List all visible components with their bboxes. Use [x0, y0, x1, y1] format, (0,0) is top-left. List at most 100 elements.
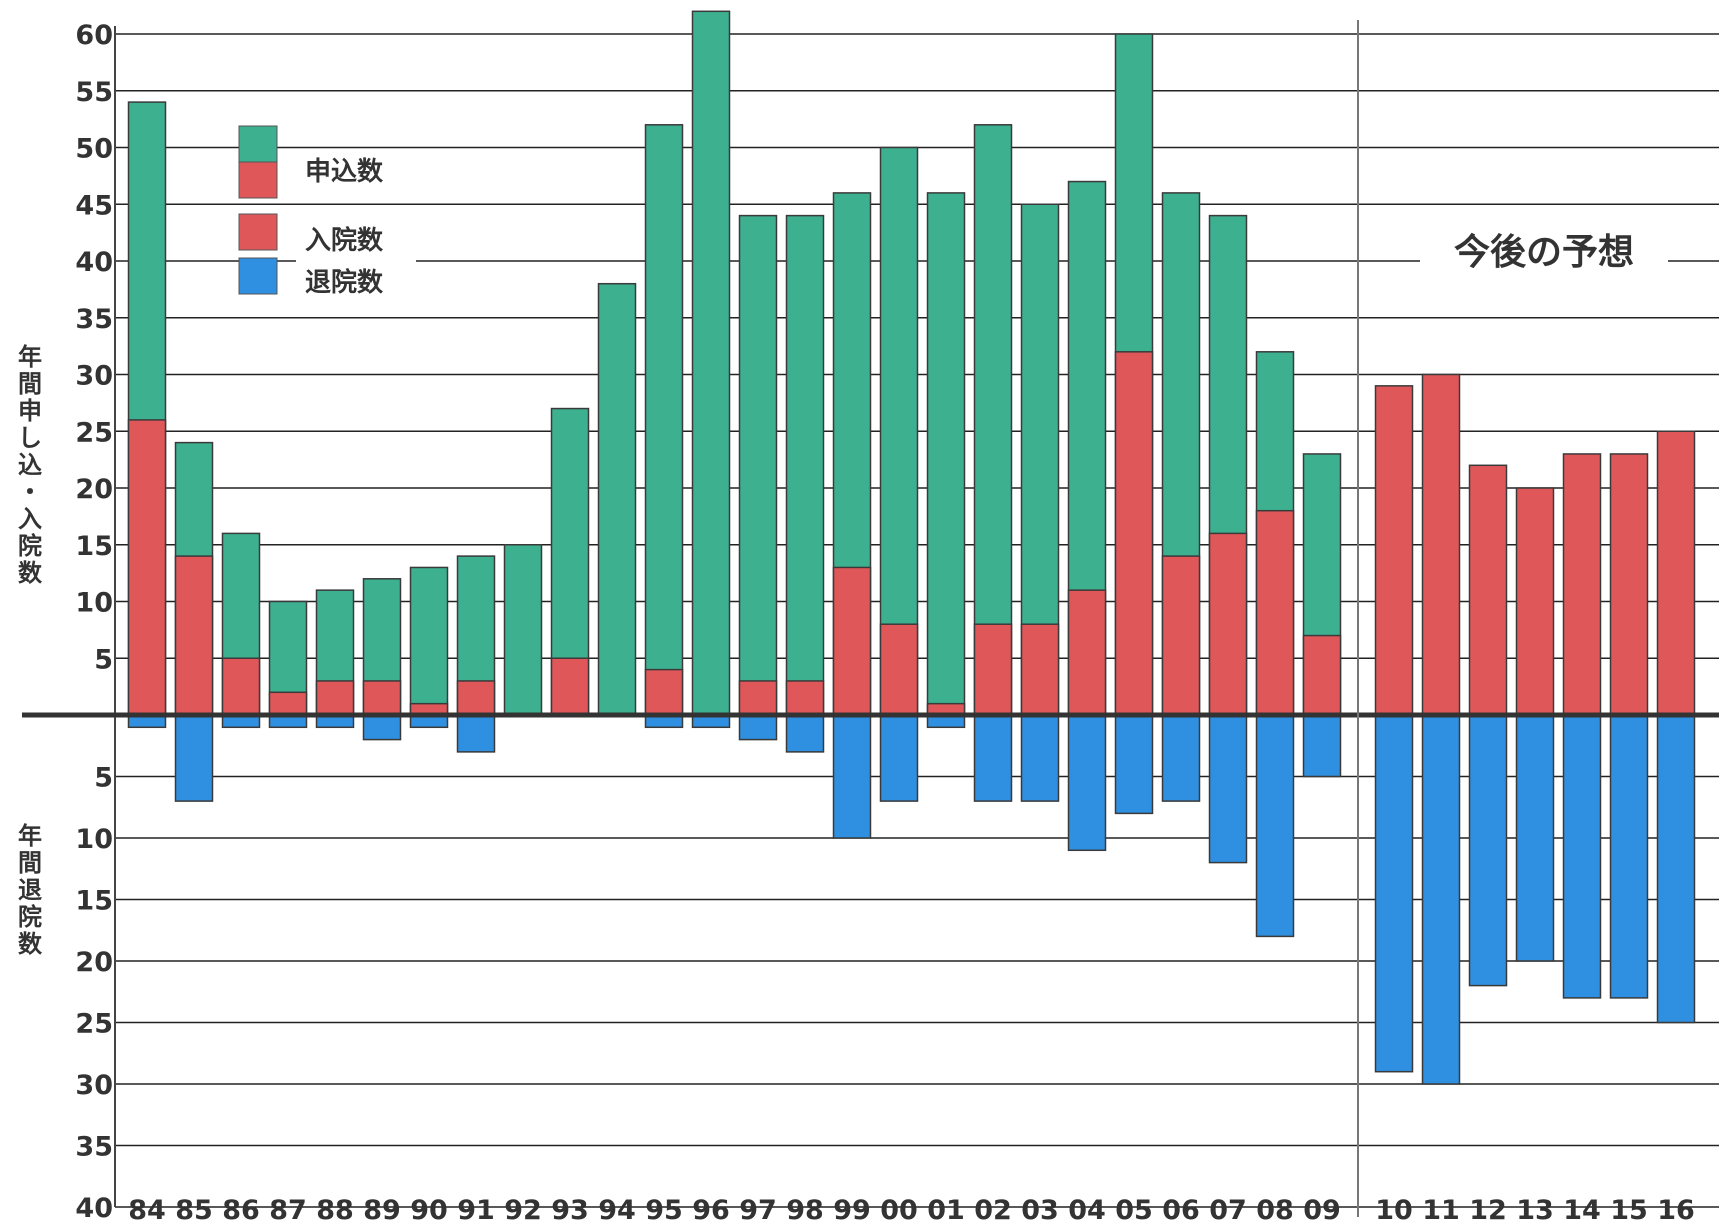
- x-tick-label: 15: [1610, 1195, 1648, 1223]
- bar-discharges-05: [1114, 714, 1154, 815]
- bar-applications-94: [597, 282, 637, 716]
- bar-discharges-89: [362, 714, 402, 741]
- bar-admissions-95: [644, 668, 684, 716]
- x-tick-label: 11: [1422, 1195, 1460, 1223]
- x-tick-label: 02: [974, 1195, 1012, 1223]
- bar-applications-01: [926, 192, 966, 716]
- y-tick-lower: 15: [75, 886, 113, 917]
- x-tick-label: 99: [833, 1195, 871, 1223]
- bar-admissions-87: [268, 691, 308, 716]
- x-tick-label: 95: [645, 1195, 683, 1223]
- y-axis-label-char: 入: [18, 505, 42, 533]
- x-tick-label: 87: [269, 1195, 307, 1223]
- x-tick-label: 92: [504, 1195, 542, 1223]
- bar-discharges-11: [1421, 714, 1461, 1085]
- legend-label-admissions: 入院数: [305, 225, 384, 256]
- bar-admissions-89: [362, 680, 402, 716]
- legend-swatch-applications-admissions: [238, 161, 278, 199]
- axes: [22, 20, 1719, 1217]
- bar-admissions-02: [973, 623, 1013, 716]
- bar-discharges-09: [1302, 714, 1342, 778]
- x-tick-label: 13: [1516, 1195, 1554, 1223]
- bar-admissions-04: [1067, 589, 1107, 716]
- legend-swatch-discharges: [238, 257, 278, 295]
- bar-discharges-07: [1208, 714, 1248, 864]
- y-tick-lower: 40: [75, 1193, 113, 1223]
- bar-discharges-00: [879, 714, 919, 802]
- legend-swatch-admissions: [238, 213, 278, 251]
- bar-admissions-05: [1114, 351, 1154, 716]
- bar-applications-00: [879, 146, 919, 716]
- bar-discharges-85: [174, 714, 214, 802]
- y-tick-upper: 60: [75, 20, 113, 51]
- x-tick-label: 85: [175, 1195, 213, 1223]
- x-tick-label: 98: [786, 1195, 824, 1223]
- bar-discharges-14: [1562, 714, 1602, 999]
- x-tick-label: 01: [927, 1195, 965, 1223]
- x-tick-label: 86: [222, 1195, 260, 1223]
- bar-admissions-15: [1609, 453, 1649, 716]
- bar-admissions-09: [1302, 634, 1342, 716]
- y-axis-label-char: 数: [18, 559, 43, 587]
- bar-admissions-84: [127, 419, 167, 716]
- x-tick-label: 05: [1115, 1195, 1153, 1223]
- y-axis-label-char: 込: [18, 451, 42, 479]
- x-tick-label: 06: [1162, 1195, 1200, 1223]
- bar-discharges-15: [1609, 714, 1649, 999]
- bar-admissions-08: [1255, 509, 1295, 716]
- x-tick-label: 10: [1375, 1195, 1413, 1223]
- bar-admissions-16: [1656, 430, 1696, 716]
- x-tick-label: 84: [128, 1195, 166, 1223]
- bar-applications-92: [503, 544, 543, 716]
- tick-labels: 5 10 15 20 25 30 35 40 45 50 55 60 5 10 15 20 25 30 35 40: [75, 20, 113, 1223]
- y-tick-lower: 35: [75, 1132, 113, 1163]
- y-tick-upper: 5: [94, 644, 113, 675]
- bar-admissions-14: [1562, 453, 1602, 716]
- x-tick-label: 07: [1209, 1195, 1247, 1223]
- y-axis-label-char: 院: [18, 903, 42, 931]
- x-tick-label: 96: [692, 1195, 730, 1223]
- bar-admissions-91: [456, 680, 496, 716]
- bar-admissions-93: [550, 657, 590, 716]
- y-axis-label-char: 院: [18, 532, 42, 560]
- bar-discharges-91: [456, 714, 496, 753]
- x-tick-label: 04: [1068, 1195, 1106, 1223]
- y-axis-label-char: 退: [18, 876, 42, 904]
- bar-admissions-98: [785, 680, 825, 716]
- y-tick-lower: 10: [75, 824, 113, 855]
- x-tick-label: 00: [880, 1195, 918, 1223]
- y-tick-lower: 5: [94, 763, 113, 794]
- y-tick-lower: 30: [75, 1070, 113, 1101]
- legend: 申込数 入院数 退院数: [238, 125, 416, 298]
- y-axis-label-char: ・: [18, 478, 42, 506]
- x-tick-label: 90: [410, 1195, 448, 1223]
- bar-discharges-98: [785, 714, 825, 753]
- legend-swatch-applications: [238, 125, 278, 163]
- bar-admissions-00: [879, 623, 919, 716]
- y-axis-label-char: し: [18, 424, 42, 452]
- x-tick-label: 09: [1303, 1195, 1341, 1223]
- bar-admissions-13: [1515, 487, 1555, 716]
- y-axis-label-char: 年: [18, 822, 42, 850]
- y-tick-upper: 50: [75, 134, 113, 165]
- bar-admissions-12: [1468, 464, 1508, 716]
- bar-discharges-10: [1374, 714, 1414, 1073]
- x-tick-label: 91: [457, 1195, 495, 1223]
- bar-discharges-12: [1468, 714, 1508, 987]
- y-tick-lower: 25: [75, 1009, 113, 1040]
- bar-applications-95: [644, 124, 684, 716]
- bar-admissions-03: [1020, 623, 1060, 716]
- bar-admissions-88: [315, 680, 355, 716]
- y-tick-upper: 10: [75, 588, 113, 619]
- y-axis-label-char: 数: [18, 930, 43, 958]
- x-tick-label: 12: [1469, 1195, 1507, 1223]
- legend-label-discharges: 退院数: [305, 267, 384, 298]
- forecast-label-bg: [1420, 222, 1668, 278]
- bar-discharges-13: [1515, 714, 1555, 962]
- x-tick-label: 03: [1021, 1195, 1059, 1223]
- bar-admissions-10: [1374, 385, 1414, 716]
- bar-discharges-16: [1656, 714, 1696, 1024]
- x-tick-labels: 84 85 86 87 88 89 90 91 92 93 94 95 96 97 98 99 00 01 02 03…: [128, 1195, 1695, 1223]
